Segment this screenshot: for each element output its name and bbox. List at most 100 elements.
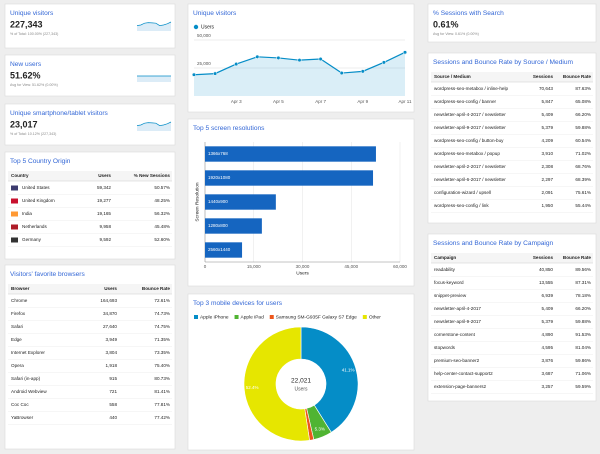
- table-cell: 50.57%: [154, 185, 170, 190]
- score-value: 23,017: [10, 119, 38, 129]
- point: [191, 72, 197, 77]
- score-note: Avg for View: 51.62% (0.00%): [10, 83, 58, 87]
- table-cell: 3,257: [542, 384, 554, 389]
- table-cell: 55.44%: [575, 203, 591, 208]
- table-cell: Opera: [11, 363, 24, 368]
- table-cell: 71.02%: [575, 151, 591, 156]
- table-cell: 440: [109, 415, 117, 420]
- table-cell: 5,409: [542, 306, 554, 311]
- score-note: % of Total: 100.00% (227,343): [10, 32, 58, 36]
- column-header: Sessions: [533, 255, 554, 260]
- x-tick-label: Apr 5: [273, 99, 284, 104]
- y-axis-label: Screen Resolution: [194, 182, 200, 222]
- donut-slice: [243, 326, 310, 442]
- bar: [205, 194, 276, 210]
- table-cell: 87.31%: [575, 280, 591, 285]
- table-cell: stopwords: [434, 345, 456, 350]
- column-header: Sessions: [533, 74, 554, 79]
- column-header: Campaign: [434, 255, 456, 260]
- table-cell: 4,209: [542, 138, 554, 143]
- point: [234, 62, 239, 67]
- table-cell: 66.20%: [575, 112, 591, 117]
- x-tick-label: 15,000: [247, 264, 261, 269]
- table-cell: 1,950: [542, 203, 554, 208]
- table-cell: 77.42%: [154, 415, 170, 420]
- point: [402, 50, 408, 55]
- table-cell: United States: [22, 185, 50, 190]
- legend-label: Other: [369, 314, 381, 320]
- table-cell: 89.56%: [575, 267, 591, 272]
- x-tick-label: 0: [204, 264, 207, 269]
- point: [213, 71, 218, 76]
- x-tick-label: 45,000: [344, 264, 358, 269]
- table-cell: 60.54%: [575, 138, 591, 143]
- bar-category-label: 1366x768: [208, 151, 228, 156]
- table-cell: extension-page-banners2: [434, 384, 487, 389]
- table-cell: YaBrowser: [11, 415, 34, 420]
- table-cell: 164,693: [100, 298, 117, 303]
- flag-icon: [11, 211, 18, 217]
- bar: [205, 242, 243, 258]
- table-cell: 3,876: [542, 358, 554, 363]
- table-cell: 77.81%: [154, 402, 170, 407]
- column-header: Bounce Rate: [563, 255, 592, 260]
- table-header-bg: [8, 284, 172, 294]
- table-cell: Firefox: [11, 311, 26, 316]
- panel: [4, 54, 176, 97]
- panel-title: % Sessions with Search: [433, 10, 504, 17]
- panel-title: Unique visitors: [193, 10, 237, 17]
- table-cell: 70,643: [539, 86, 553, 91]
- bar-category-label: 1920x1080: [208, 175, 231, 180]
- column-header: Bounce Rate: [563, 74, 592, 79]
- sparkline: [136, 121, 172, 126]
- flag-icon: [11, 198, 18, 204]
- table-cell: 27,640: [103, 324, 117, 329]
- table-cell: premium-seo-banner2: [434, 358, 480, 363]
- panel: [427, 3, 597, 43]
- x-tick-label: Apr 11: [399, 99, 412, 104]
- center-value: 22,021: [291, 378, 311, 385]
- panel: [187, 3, 415, 113]
- table-cell: 915: [109, 376, 117, 381]
- legend-label: Apple iPad: [241, 314, 265, 320]
- panel-title: Sessions and Bounce Rate by Source / Med…: [433, 59, 574, 66]
- table-cell: Netherlands: [22, 224, 47, 229]
- legend-swatch: [269, 315, 274, 319]
- panel: [4, 264, 176, 450]
- score-value: 0.61%: [433, 19, 459, 29]
- table-cell: 3,949: [106, 337, 118, 342]
- table-cell: 19,277: [97, 198, 111, 203]
- slice-label: 52.4%: [246, 385, 259, 390]
- table-cell: snippet-preview: [434, 293, 467, 298]
- table-header-bg: [8, 171, 172, 181]
- table-cell: 4,595: [542, 345, 554, 350]
- table-cell: 45.48%: [154, 224, 170, 229]
- bar-category-label: 1440x900: [208, 199, 228, 204]
- column-header: Users: [98, 173, 111, 178]
- slice-label: 5.3%: [315, 426, 325, 431]
- flag-icon: [11, 185, 18, 191]
- table-cell: Edge: [11, 337, 22, 342]
- table-cell: 2,297: [542, 177, 554, 182]
- table-cell: 75.40%: [154, 363, 170, 368]
- table-cell: 6,939: [542, 293, 554, 298]
- column-header: Source / Medium: [434, 74, 471, 79]
- sparkline-area: [137, 76, 171, 82]
- table-cell: newsletter-april-6-2017 / newsletter: [434, 177, 506, 182]
- sparkline: [136, 21, 172, 26]
- bar: [205, 218, 262, 234]
- table-cell: wordpress-seo-config / banner: [434, 99, 497, 104]
- panel-title: Unique visitors: [10, 10, 54, 17]
- table-cell: 52.60%: [154, 237, 170, 242]
- table-cell: 68.39%: [575, 177, 591, 182]
- panel-title: New users: [10, 61, 42, 68]
- table-cell: 59.88%: [575, 125, 591, 130]
- column-header: Browser: [11, 286, 30, 291]
- table-cell: cornerstone-content: [434, 332, 476, 337]
- table-cell: Android Webview: [11, 389, 47, 394]
- x-axis-label: Users: [296, 270, 309, 276]
- sparkline-area: [137, 122, 171, 131]
- table-cell: 74.73%: [154, 311, 170, 316]
- point: [318, 56, 323, 62]
- point: [297, 58, 302, 63]
